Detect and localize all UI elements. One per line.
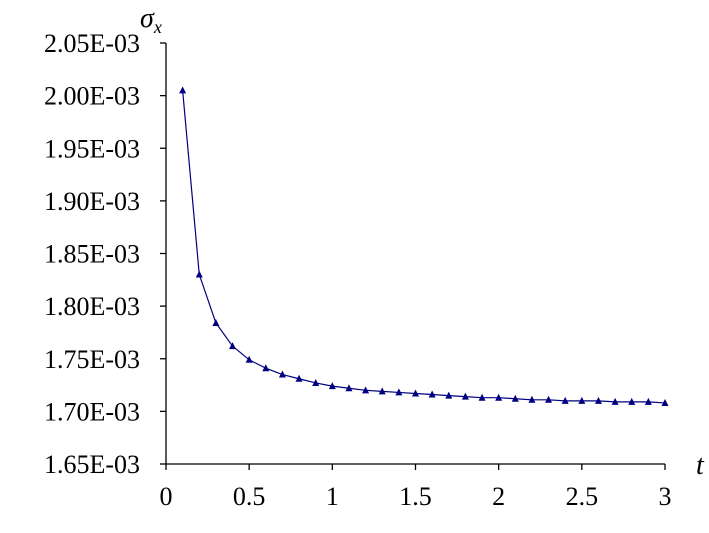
y-tick-label: 1.70E-03 bbox=[44, 397, 140, 426]
data-point-marker bbox=[295, 374, 303, 382]
data-point-marker bbox=[195, 270, 203, 278]
data-point-marker bbox=[445, 391, 453, 399]
data-point-marker bbox=[461, 392, 469, 400]
x-tick-label: 1 bbox=[326, 482, 339, 511]
y-axis-label: σx bbox=[140, 3, 162, 37]
y-tick-label: 2.00E-03 bbox=[44, 82, 140, 111]
data-point-marker bbox=[611, 397, 619, 405]
x-tick-label: 0 bbox=[160, 482, 173, 511]
data-point-marker bbox=[495, 393, 503, 401]
x-tick-label: 0.5 bbox=[233, 482, 266, 511]
data-point-marker bbox=[362, 386, 370, 394]
series-line bbox=[182, 90, 666, 404]
data-point-marker bbox=[278, 370, 286, 378]
data-point-marker bbox=[661, 398, 669, 406]
data-point-marker bbox=[545, 395, 553, 403]
data-point-marker bbox=[312, 378, 320, 386]
x-axis-ticks: 0 0.5 1 1.5 2 2.5 3 bbox=[160, 464, 672, 511]
data-point-marker bbox=[478, 393, 486, 401]
x-tick-label: 2 bbox=[492, 482, 505, 511]
data-point-marker bbox=[212, 318, 220, 326]
data-point-marker bbox=[578, 396, 586, 404]
x-axis-label: t bbox=[696, 450, 705, 481]
data-point-marker bbox=[412, 389, 419, 397]
x-tick-label: 1.5 bbox=[399, 482, 432, 511]
y-axis-label-main: σ bbox=[140, 3, 155, 34]
data-point-marker bbox=[628, 397, 636, 405]
data-point-marker bbox=[245, 355, 253, 363]
data-point-marker bbox=[378, 387, 386, 395]
y-tick-label: 2.05E-03 bbox=[44, 29, 140, 58]
data-point-marker bbox=[644, 397, 652, 405]
y-tick-label: 1.80E-03 bbox=[44, 292, 140, 321]
series-markers bbox=[179, 86, 669, 406]
y-tick-label: 1.85E-03 bbox=[44, 240, 140, 269]
data-point-marker bbox=[428, 390, 436, 398]
data-point-marker bbox=[262, 364, 270, 372]
x-tick-label: 2.5 bbox=[566, 482, 599, 511]
data-point-marker bbox=[345, 384, 353, 392]
y-tick-label: 1.90E-03 bbox=[44, 187, 140, 216]
y-tick-label: 1.95E-03 bbox=[44, 134, 140, 163]
data-point-marker bbox=[528, 395, 536, 403]
y-axis-label-subscript: x bbox=[153, 17, 162, 37]
data-point-marker bbox=[179, 86, 187, 94]
x-tick-label: 3 bbox=[659, 482, 672, 511]
data-point-marker bbox=[328, 382, 336, 390]
data-point-marker bbox=[561, 396, 569, 404]
data-point-marker bbox=[594, 396, 602, 404]
data-point-marker bbox=[229, 342, 237, 350]
data-point-marker bbox=[511, 394, 519, 402]
y-tick-label: 1.65E-03 bbox=[44, 450, 140, 479]
y-tick-label: 1.75E-03 bbox=[44, 345, 140, 374]
data-point-marker bbox=[395, 388, 403, 396]
y-axis-ticks: 1.65E-03 1.70E-03 1.75E-03 1.80E-03 1.85E-03… bbox=[44, 29, 166, 479]
